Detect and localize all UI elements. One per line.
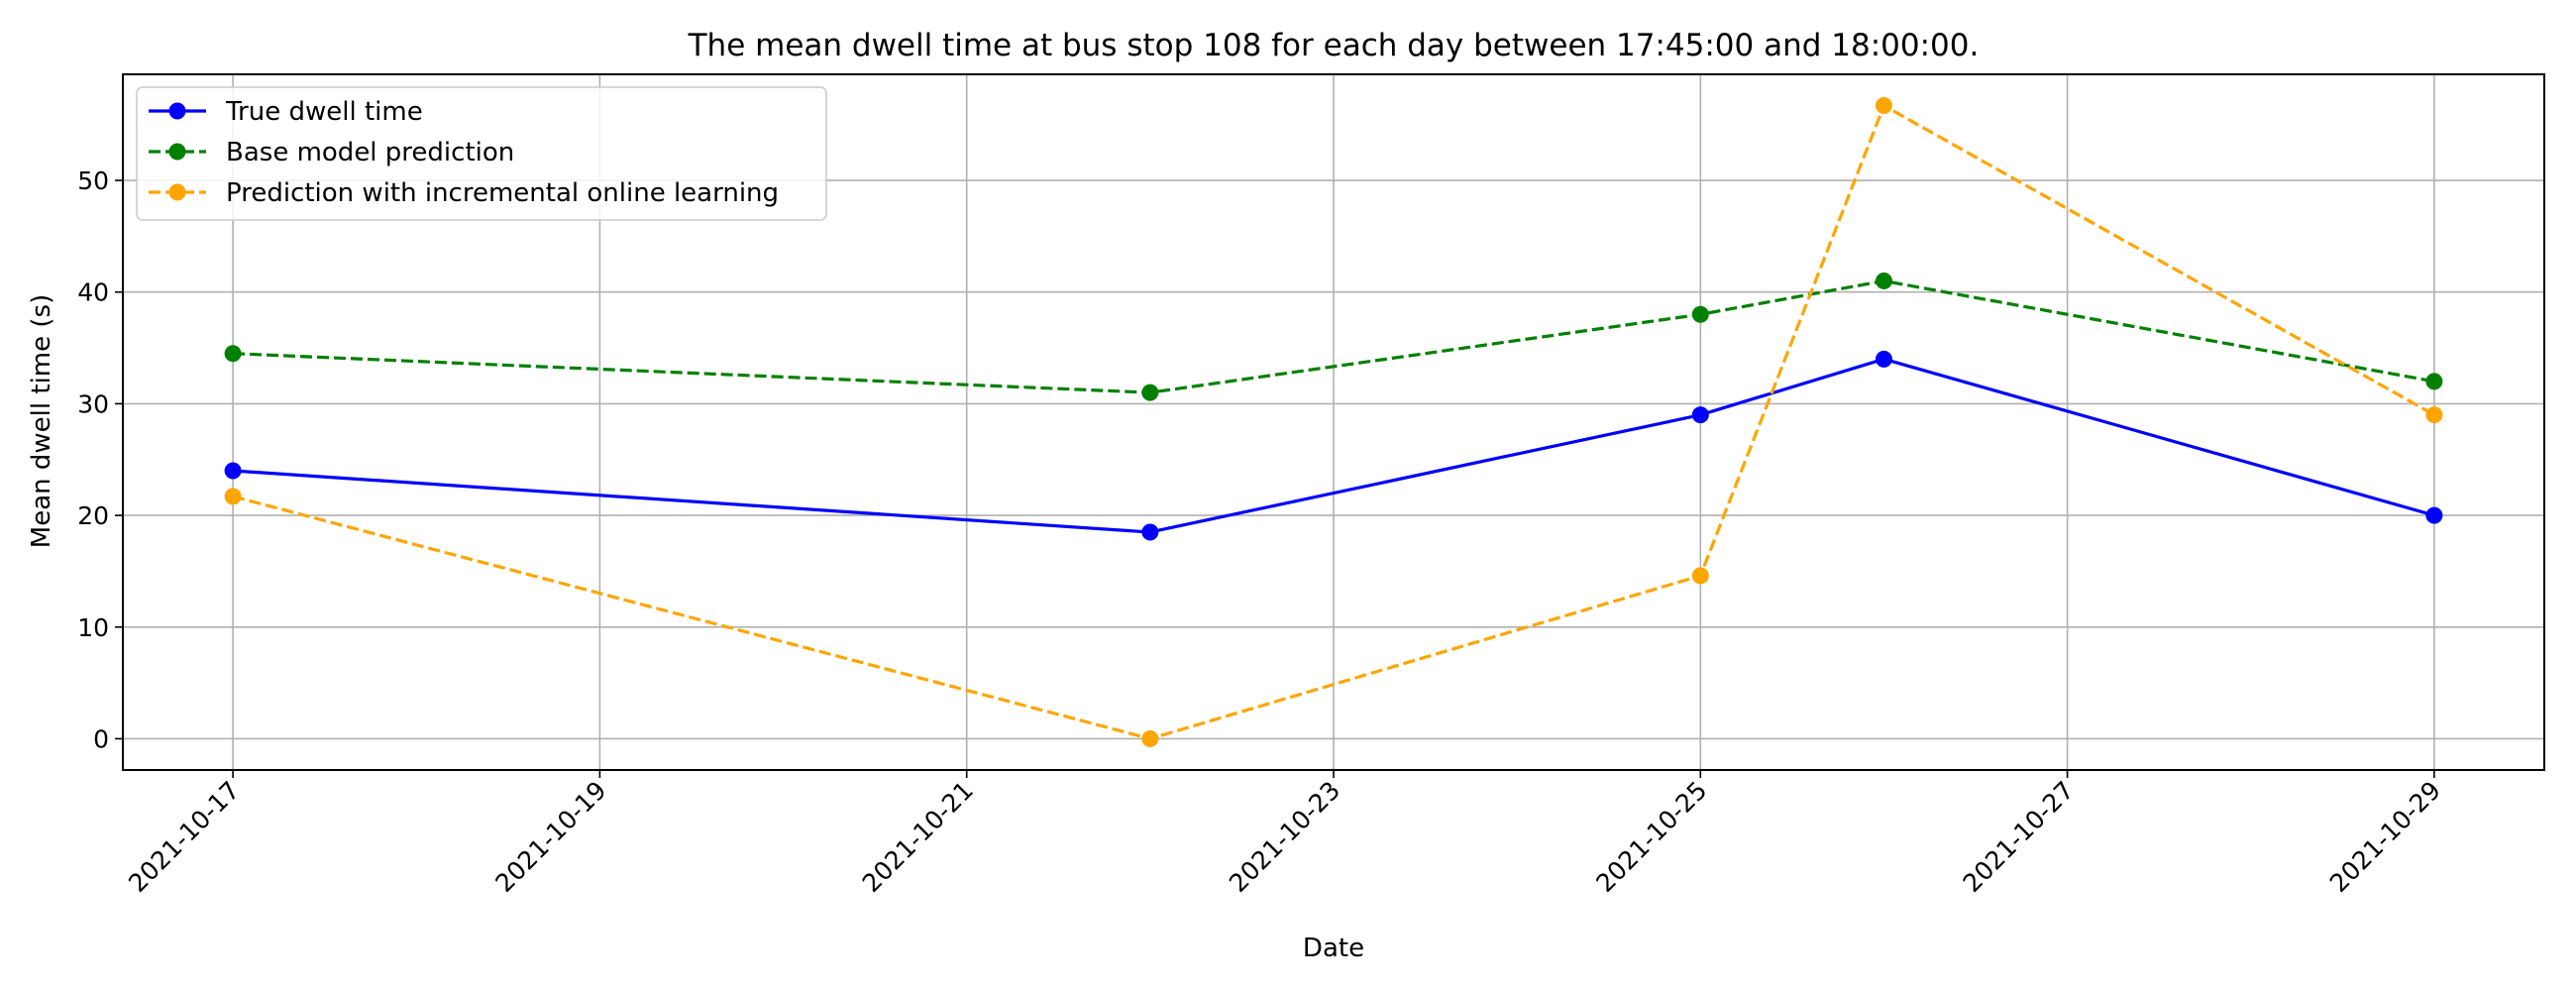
data-point [224,462,242,480]
x-tick-label: 2021-10-19 [489,776,611,898]
data-point [1875,97,1892,115]
x-tick-label: 2021-10-17 [123,776,245,898]
x-tick-label: 2021-10-25 [1590,776,1712,898]
x-tick-label: 2021-10-27 [1958,776,2080,898]
data-point [1875,272,1892,289]
data-point [2425,506,2443,524]
y-axis-label: Mean dwell time (s) [27,294,56,548]
legend-swatch-marker [168,102,186,120]
x-tick-label: 2021-10-29 [2324,776,2446,898]
y-tick-label: 0 [93,724,109,753]
y-tick-label: 10 [77,613,109,642]
legend-label: Prediction with incremental online learn… [226,178,779,208]
legend-item: Prediction with incremental online learn… [149,178,779,208]
y-tick-label: 30 [77,389,109,418]
data-point [1141,384,1159,401]
chart-title: The mean dwell time at bus stop 108 for … [688,28,1980,63]
data-point [2425,406,2443,424]
data-point [1141,523,1159,541]
legend-label: Base model prediction [226,138,514,167]
legend-swatch-marker [168,183,186,201]
data-point [1141,729,1159,747]
y-tick-label: 40 [77,278,109,307]
series-3 [224,97,2443,747]
legend-item: True dwell time [149,97,423,127]
data-point [224,488,242,505]
series-2 [224,272,2443,401]
x-axis-label: Date [1303,934,1364,963]
axis-ticks: 2021-10-17 2021-10-19 2021-10-21 2021-10-23… [77,166,2446,898]
data-point [1691,305,1709,323]
series-layer [224,97,2443,747]
grid-lines [123,74,2544,770]
y-tick-label: 50 [77,166,109,195]
data-point [224,345,242,363]
data-point [1875,350,1892,368]
series-1 [224,350,2443,541]
data-point [1691,406,1709,424]
legend-box [136,86,827,221]
data-point [2425,373,2443,390]
legend-item: Base model prediction [149,138,514,167]
data-point [1691,567,1709,585]
y-tick-label: 20 [77,501,109,530]
x-tick-label: 2021-10-23 [1224,776,1345,898]
x-tick-label: 2021-10-21 [857,776,979,898]
legend-swatch-marker [168,143,186,161]
legend-label: True dwell time [225,97,423,127]
legend: True dwell time Base model prediction Pred… [136,86,827,221]
